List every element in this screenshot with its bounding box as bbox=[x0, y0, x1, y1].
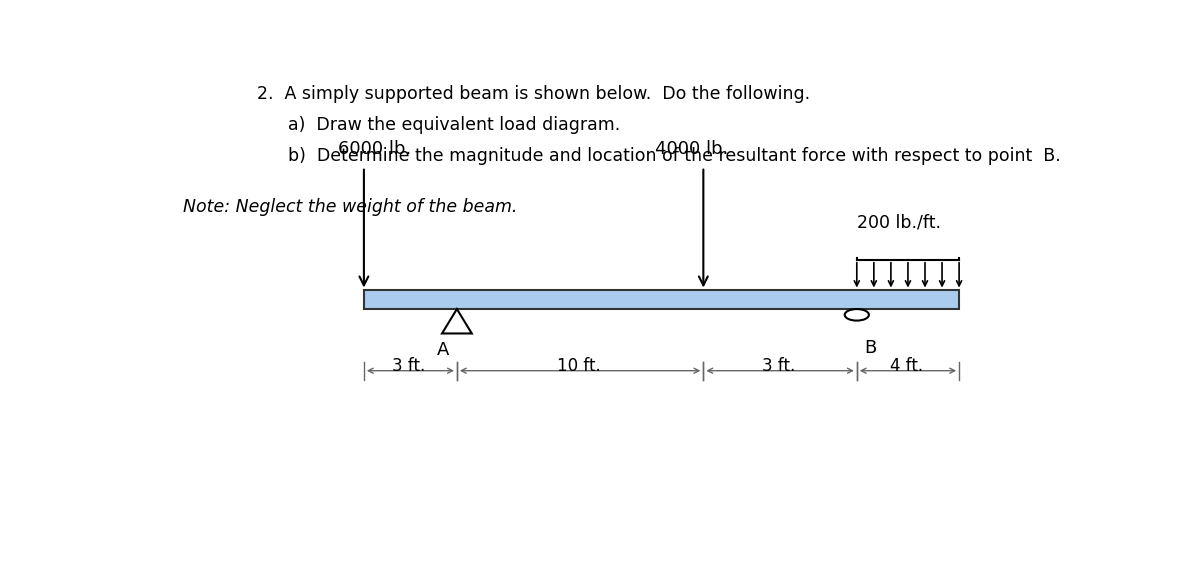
Text: 3 ft.: 3 ft. bbox=[392, 357, 425, 376]
Text: Note: Neglect the weight of the beam.: Note: Neglect the weight of the beam. bbox=[182, 198, 517, 216]
Text: 2.  A simply supported beam is shown below.  Do the following.: 2. A simply supported beam is shown belo… bbox=[257, 85, 810, 103]
Text: b)  Determine the magnitude and location of the resultant force with respect to : b) Determine the magnitude and location … bbox=[288, 147, 1061, 165]
Text: 6000 lb.: 6000 lb. bbox=[338, 140, 412, 158]
Text: 4000 lb.: 4000 lb. bbox=[655, 140, 728, 158]
Bar bbox=[364, 290, 959, 309]
Circle shape bbox=[845, 309, 869, 321]
Text: 200 lb./ft.: 200 lb./ft. bbox=[857, 213, 941, 231]
Text: a)  Draw the equivalent load diagram.: a) Draw the equivalent load diagram. bbox=[288, 116, 620, 134]
Text: 4 ft.: 4 ft. bbox=[890, 357, 924, 376]
Text: 10 ft.: 10 ft. bbox=[557, 357, 601, 376]
Text: B: B bbox=[864, 339, 876, 357]
Text: A: A bbox=[437, 340, 449, 358]
Text: 3 ft.: 3 ft. bbox=[762, 357, 796, 376]
Polygon shape bbox=[442, 309, 472, 334]
